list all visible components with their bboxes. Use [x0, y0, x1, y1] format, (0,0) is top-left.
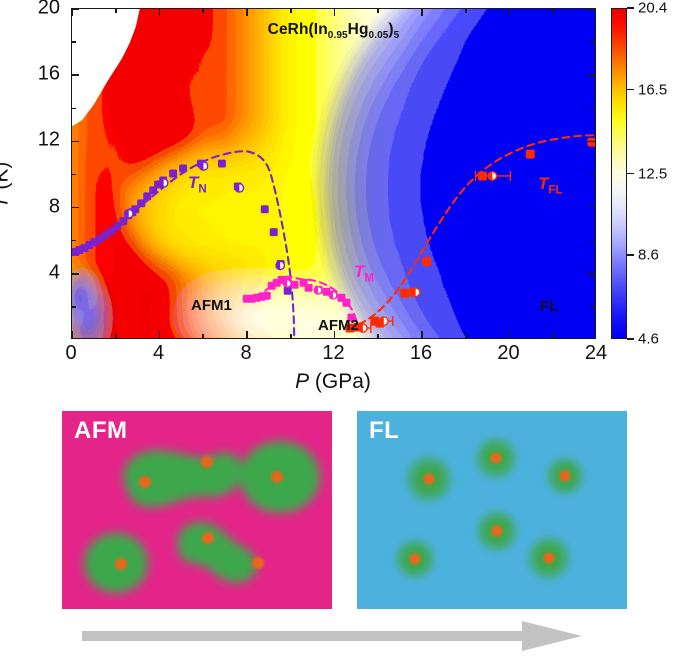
x-tick: [246, 331, 248, 338]
y-tick: [588, 74, 595, 76]
x-tick: [246, 9, 248, 16]
x-tick: [114, 334, 117, 338]
region-label-afm2: AFM2: [318, 317, 359, 334]
x-tick: [508, 331, 511, 338]
fl-panel-tag: FL: [369, 417, 400, 444]
x-tick: [333, 9, 336, 16]
colorbar-tick: [627, 88, 634, 91]
y-tick: [72, 41, 76, 43]
y-tick: [72, 239, 76, 242]
illustration-row: AFM: [0, 398, 685, 656]
region-label-fl: FL: [540, 298, 559, 315]
y-tick: [72, 273, 79, 275]
colorbar-tick-label: 12.5: [638, 165, 668, 182]
x-tick: [289, 334, 292, 338]
x-tick: [72, 9, 73, 16]
y-tick: [588, 273, 595, 275]
x-axis-title: P (GPa): [295, 370, 371, 393]
x-tick: [552, 9, 555, 13]
x-tick-label: 20: [497, 342, 520, 364]
y-tick: [588, 140, 595, 143]
y-tick: [591, 239, 595, 242]
x-tick-label: 16: [409, 342, 433, 364]
y-tick: [72, 173, 76, 176]
x-tick: [202, 334, 205, 338]
y-tick: [72, 9, 79, 10]
colorbar-tick-label: 8.6: [638, 246, 659, 264]
x-tick: [421, 331, 423, 338]
afm-panel-tag: AFM: [74, 417, 128, 444]
x-tick: [421, 9, 423, 16]
y-tick: [588, 206, 595, 209]
x-tick: [508, 9, 511, 16]
colorbar-group: 4.68.612.516.520.4 R (mΩ): [611, 0, 685, 348]
y-tick: [72, 306, 76, 308]
y-tick-label: 4: [48, 261, 60, 284]
x-tick: [377, 334, 380, 338]
y-tick-label: 20: [37, 0, 60, 19]
curve-label-tn: TN: [188, 173, 207, 196]
x-tick: [72, 331, 73, 338]
colorbar-tick: [627, 254, 634, 256]
colorbar: [611, 8, 627, 339]
x-tick: [552, 334, 555, 338]
colorbar-tick: [627, 7, 634, 9]
y-tick: [591, 173, 595, 176]
resistance-contour-map: [72, 9, 595, 338]
x-tick: [464, 9, 467, 13]
y-tick: [591, 41, 595, 43]
x-tick-label: 0: [65, 342, 77, 364]
y-tick: [72, 74, 79, 76]
fl-illustration-panel: FL: [357, 411, 627, 609]
x-tick: [158, 9, 161, 16]
curve-label-tfl: TFL: [538, 174, 563, 197]
y-tick-label: 12: [37, 128, 60, 151]
x-tick: [114, 9, 117, 13]
colorbar-tick: [627, 338, 634, 340]
x-tick: [377, 9, 380, 13]
curve-label-tm: TM: [354, 262, 374, 285]
afm-illustration-panel: AFM: [62, 411, 332, 609]
x-tick: [158, 331, 161, 338]
y-tick: [591, 306, 595, 308]
colorbar-tick-label: 4.6: [638, 330, 659, 348]
tn-data-points: [72, 159, 292, 295]
y-tick: [72, 140, 79, 143]
x-tick: [202, 9, 205, 13]
x-tick-label: 24: [584, 342, 608, 364]
phase-diagram-panel: CeRh(In0.95Hg0.05)5 AFM1 AFM2 FL TN TM T…: [0, 0, 685, 393]
x-tick: [464, 334, 467, 338]
y-tick: [588, 9, 595, 10]
plot-title: CeRh(In0.95Hg0.05)5: [267, 21, 400, 42]
x-tick: [333, 331, 336, 338]
tm-data-points: [242, 275, 356, 322]
tfl-data-points: [345, 137, 595, 334]
region-label-afm1: AFM1: [191, 297, 232, 314]
x-tick: [289, 9, 292, 13]
y-axis-title: T (K): [0, 161, 13, 209]
x-tick-label: 8: [240, 342, 252, 364]
plot-area: CeRh(In0.95Hg0.05)5 AFM1 AFM2 FL TN TM T…: [71, 8, 596, 339]
x-tick-label: 12: [322, 342, 345, 364]
colorbar-tick-label: 20.4: [638, 0, 668, 17]
colorbar-tick: [627, 172, 634, 175]
y-tick: [72, 107, 76, 110]
progression-arrow: [82, 620, 582, 652]
colorbar-tick-label: 16.5: [638, 81, 668, 99]
y-tick-label: 8: [48, 195, 60, 218]
y-tick-label: 16: [37, 62, 60, 85]
y-tick: [72, 206, 79, 209]
x-tick-label: 4: [152, 342, 165, 364]
y-tick: [591, 107, 595, 110]
